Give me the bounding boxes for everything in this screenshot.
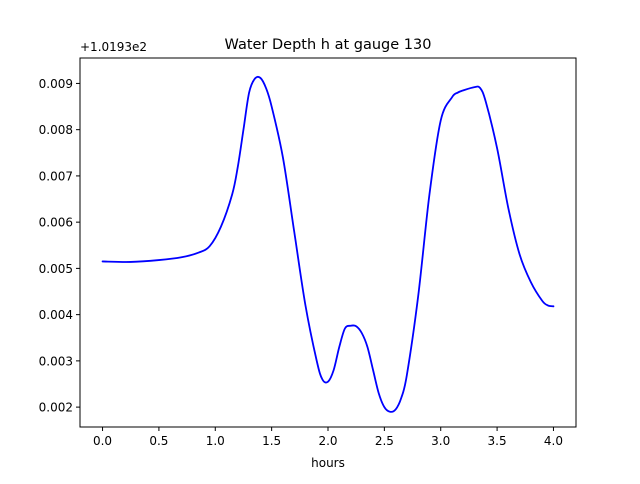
y-tick-label: 0.009 bbox=[39, 77, 73, 91]
x-tick-label: 2.0 bbox=[318, 434, 337, 448]
y-axis-offset-label: +1.0193e2 bbox=[80, 40, 147, 54]
y-tick-label: 0.005 bbox=[39, 262, 73, 276]
x-tick-label: 0.5 bbox=[149, 434, 168, 448]
y-tick-label: 0.003 bbox=[39, 354, 73, 368]
plot-frame bbox=[79, 57, 577, 428]
x-tick-label: 1.5 bbox=[262, 434, 281, 448]
x-tick-label: 1.0 bbox=[206, 434, 225, 448]
y-tick-label: 0.008 bbox=[39, 123, 73, 137]
y-tick-label: 0.002 bbox=[39, 401, 73, 415]
series-line-water-depth bbox=[101, 75, 555, 413]
x-tick-label: 0.0 bbox=[93, 434, 112, 448]
x-axis-label: hours bbox=[311, 456, 345, 470]
x-tick-label: 3.0 bbox=[431, 434, 450, 448]
x-tick-label: 4.0 bbox=[544, 434, 563, 448]
y-tick-label: 0.004 bbox=[39, 308, 73, 322]
y-tick-label: 0.006 bbox=[39, 216, 73, 230]
x-tick-label: 3.5 bbox=[488, 434, 507, 448]
x-tick-label: 2.5 bbox=[375, 434, 394, 448]
y-tick-label: 0.007 bbox=[39, 169, 73, 183]
chart-title: Water Depth h at gauge 130 bbox=[225, 37, 432, 53]
axis-ticks: 0.0 0.5 1.0 1.5 2.0 2.5 3.0 3.5 4.0 0.002 0.003 0.0… bbox=[39, 77, 563, 448]
